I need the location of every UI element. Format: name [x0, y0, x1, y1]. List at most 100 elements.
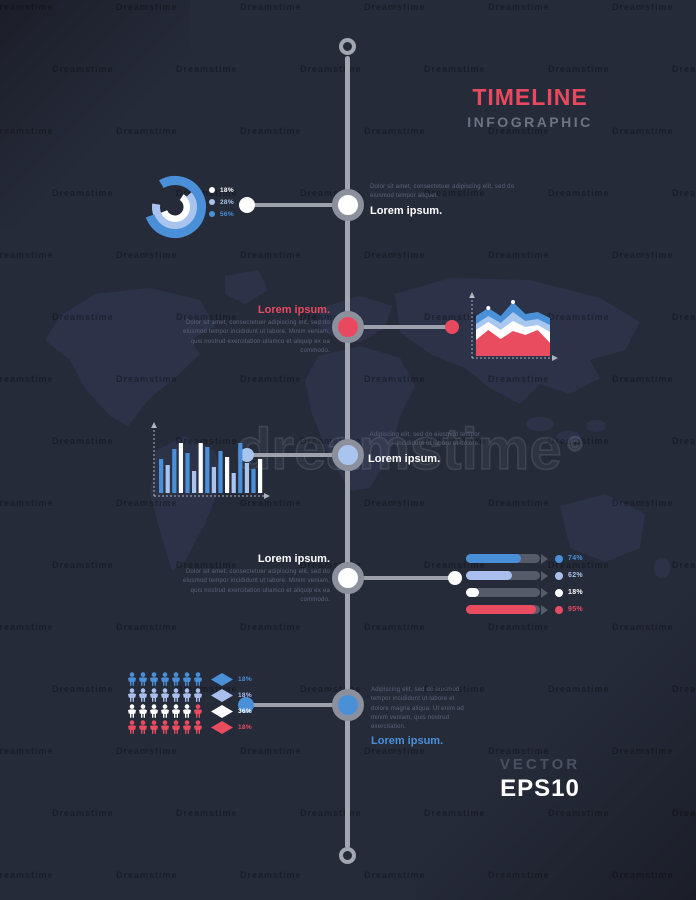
- watermark-tile: Dreamstime: [612, 622, 674, 632]
- connector-line-2: [352, 325, 452, 329]
- person-icon: [139, 688, 147, 702]
- person-icon: [183, 688, 191, 702]
- watermark-tile: Dreamstime: [364, 870, 426, 880]
- person-icon: [161, 688, 169, 702]
- watermark-tile: Dreamstime: [612, 250, 674, 260]
- person-icon: [150, 704, 158, 718]
- watermark-tile: Dreamstime: [240, 746, 302, 756]
- watermark-tile: Dreamstime: [612, 746, 674, 756]
- person-icon: [194, 704, 202, 718]
- footer-vector-label: VECTOR: [499, 756, 581, 773]
- text-block-3: Adipiscing elit, sed do eiusmod tempor i…: [368, 431, 480, 465]
- watermark-tile: Dreamstime: [488, 870, 550, 880]
- watermark-tile: Dreamstime: [672, 436, 696, 446]
- watermark-tile: Dreamstime: [364, 126, 426, 136]
- watermark-tile: Dreamstime: [424, 64, 486, 74]
- donut-chart: [144, 176, 206, 238]
- person-icon: [128, 720, 136, 734]
- watermark-tile: Dreamstime: [612, 498, 674, 508]
- footer-eps-label: EPS10: [500, 775, 580, 802]
- progress-arrow-tip: [541, 553, 548, 564]
- watermark-tile: Dreamstime: [52, 808, 114, 818]
- timeline-node-5: [332, 689, 364, 721]
- watermark-tile: Dreamstime: [612, 2, 674, 12]
- watermark-tile: Dreamstime: [612, 374, 674, 384]
- connector-line-4: [352, 576, 455, 580]
- progress-legend-dot: [555, 571, 563, 580]
- watermark-tile: Dreamstime: [240, 622, 302, 632]
- progress-fill: [466, 554, 521, 563]
- pictograph-label: 18%: [238, 691, 252, 699]
- watermark-tile: Dreamstime: [424, 684, 486, 694]
- person-icon: [150, 688, 158, 702]
- legend-item: 18%: [209, 184, 234, 196]
- watermark-tile: Dreamstime: [176, 560, 238, 570]
- connector-dot-1: [239, 197, 255, 213]
- person-icon: [128, 704, 136, 718]
- legend-label: 18%: [220, 186, 234, 194]
- pictograph-row: 18%: [127, 687, 252, 703]
- progress-track: [466, 554, 540, 563]
- watermark-tile: Dreamstime: [300, 64, 362, 74]
- lorem-heading: Lorem ipsum.: [370, 204, 443, 217]
- person-icon: [161, 720, 169, 734]
- person-icon: [194, 672, 202, 686]
- watermark-tile: Dreamstime: [116, 498, 178, 508]
- progress-label: 18%: [568, 589, 583, 596]
- watermark-tile: Dreamstime: [116, 126, 178, 136]
- progress-legend-dot: [555, 588, 563, 597]
- watermark-tile: Dreamstime: [176, 436, 238, 446]
- body-text: Dolor sit amet, consectetuer adipiscing …: [182, 320, 330, 354]
- connector-dot-4: [448, 571, 462, 585]
- watermark-tile: Dreamstime: [240, 126, 302, 136]
- watermark-tile: Dreamstime: [548, 808, 610, 818]
- progress-legend-dot: [555, 554, 563, 563]
- watermark-tile: Dreamstime: [548, 560, 610, 570]
- watermark-tile: Dreamstime: [488, 250, 550, 260]
- progress-track: [466, 588, 540, 597]
- watermark-tile: Dreamstime: [0, 870, 54, 880]
- timeline-node-1: [332, 189, 364, 221]
- watermark-tile: Dreamstime: [300, 808, 362, 818]
- title-block: TIMELINE INFOGRAPHIC: [430, 84, 630, 130]
- timeline-node-3: [332, 439, 364, 471]
- watermark-tile: Dreamstime: [0, 622, 54, 632]
- body-text: Dolor sit amet, consectetuer adipiscing …: [182, 569, 330, 603]
- legend-dot: [209, 187, 215, 193]
- watermark-tile: Dreamstime: [0, 250, 54, 260]
- lorem-heading: Lorem ipsum.: [368, 452, 441, 465]
- watermark-tile: Dreamstime: [116, 374, 178, 384]
- watermark-tile: Dreamstime: [488, 498, 550, 508]
- watermark-tile: Dreamstime: [548, 312, 610, 322]
- watermark-tile: Dreamstime: [672, 684, 696, 694]
- watermark-tile: Dreamstime: [0, 2, 54, 12]
- person-icon: [128, 688, 136, 702]
- connector-line-5: [250, 703, 348, 707]
- pictograph-row: 18%: [127, 671, 252, 687]
- lorem-heading: Lorem ipsum.: [371, 735, 444, 748]
- watermark-tile: Dreamstime: [52, 64, 114, 74]
- watermark-tile: Dreamstime: [364, 250, 426, 260]
- watermark-tile: Dreamstime: [424, 560, 486, 570]
- progress-label: 62%: [568, 572, 583, 579]
- watermark-tile: Dreamstime: [424, 188, 486, 198]
- progress-bars: 74% 62% 18% 95%: [466, 550, 583, 618]
- legend-dot: [209, 199, 215, 205]
- progress-arrow-tip: [541, 570, 548, 581]
- timeline-end-cap: [339, 847, 356, 864]
- pictograph-row: 18%: [127, 719, 252, 735]
- watermark-tile: Dreamstime: [548, 436, 610, 446]
- person-icon: [139, 720, 147, 734]
- watermark-tile: Dreamstime: [672, 560, 696, 570]
- diamond-legend-icon: [211, 688, 233, 702]
- person-icon: [183, 720, 191, 734]
- watermark-tile: Dreamstime: [116, 2, 178, 12]
- person-icon: [128, 672, 136, 686]
- watermark-tile: Dreamstime: [176, 64, 238, 74]
- watermark-tile: Dreamstime: [116, 746, 178, 756]
- watermark-mark: ©: [567, 433, 583, 457]
- watermark-tile: Dreamstime: [52, 684, 114, 694]
- pictograph-row: 36%: [127, 703, 252, 719]
- watermark-tile: Dreamstime: [672, 188, 696, 198]
